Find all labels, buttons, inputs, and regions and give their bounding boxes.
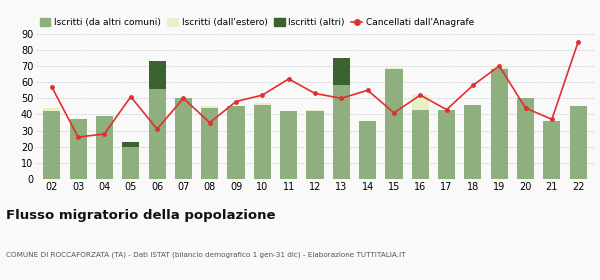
Bar bbox=[201, 108, 218, 179]
Bar bbox=[412, 110, 429, 179]
Bar bbox=[149, 61, 166, 88]
Bar bbox=[227, 106, 245, 179]
Bar bbox=[333, 58, 350, 85]
Bar bbox=[333, 85, 350, 179]
Bar bbox=[254, 105, 271, 179]
Bar bbox=[569, 106, 587, 179]
Legend: Iscritti (da altri comuni), Iscritti (dall'estero), Iscritti (altri), Cancellati: Iscritti (da altri comuni), Iscritti (da… bbox=[36, 15, 478, 31]
Text: COMUNE DI ROCCAFORZATA (TA) - Dati ISTAT (bilancio demografico 1 gen-31 dic) - E: COMUNE DI ROCCAFORZATA (TA) - Dati ISTAT… bbox=[6, 252, 406, 258]
Bar bbox=[122, 147, 139, 179]
Bar bbox=[491, 66, 508, 69]
Bar bbox=[517, 98, 534, 179]
Bar bbox=[307, 111, 323, 179]
Bar bbox=[491, 69, 508, 179]
Bar bbox=[464, 105, 481, 179]
Bar bbox=[122, 142, 139, 147]
Text: Flusso migratorio della popolazione: Flusso migratorio della popolazione bbox=[6, 209, 275, 221]
Bar bbox=[412, 95, 429, 110]
Bar bbox=[359, 121, 376, 179]
Bar bbox=[385, 69, 403, 179]
Bar bbox=[43, 111, 61, 179]
Bar bbox=[280, 111, 297, 179]
Bar bbox=[544, 121, 560, 179]
Bar bbox=[307, 110, 323, 111]
Bar bbox=[385, 67, 403, 69]
Bar bbox=[175, 98, 192, 179]
Bar bbox=[254, 103, 271, 105]
Bar bbox=[70, 119, 86, 179]
Bar bbox=[96, 116, 113, 179]
Bar bbox=[438, 110, 455, 179]
Bar bbox=[43, 108, 61, 111]
Bar bbox=[149, 88, 166, 179]
Bar bbox=[201, 106, 218, 108]
